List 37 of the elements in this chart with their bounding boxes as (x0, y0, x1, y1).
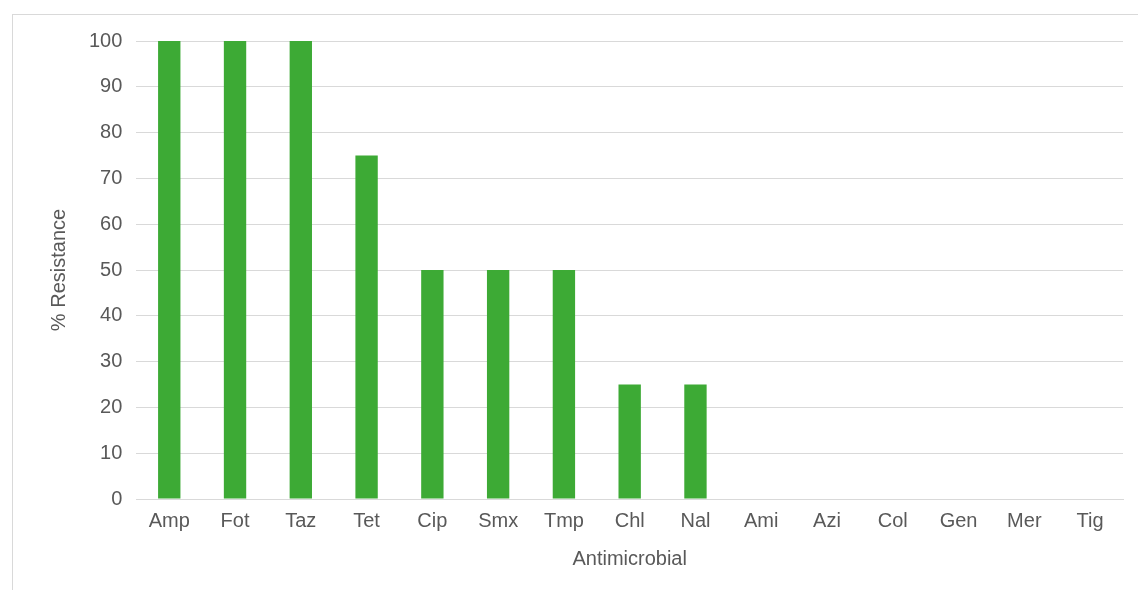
x-axis-title: Antimicrobial (572, 546, 687, 569)
bar (289, 41, 312, 499)
y-tick-label: 100 (88, 28, 123, 51)
x-tick-label: Col (877, 508, 908, 531)
x-tick-label: Amp (148, 508, 190, 531)
x-tick-label: Gen (939, 508, 978, 531)
x-tick-label: Smx (478, 508, 519, 531)
y-tick-label: 10 (100, 440, 123, 463)
y-tick-label: 50 (100, 257, 123, 280)
x-tick-label: Fot (220, 508, 250, 531)
x-tick-label: Chl (614, 508, 645, 531)
bar (552, 270, 576, 499)
x-tick-label: Taz (285, 508, 317, 531)
x-tick-label: Tig (1076, 508, 1104, 531)
bar (684, 384, 707, 499)
x-tick-label: Nal (680, 508, 711, 531)
x-tick-label: Ami (744, 508, 779, 531)
x-tick-label: Cip (417, 508, 448, 531)
x-tick-label: Mer (1007, 508, 1042, 531)
y-tick-label: 70 (100, 165, 123, 188)
x-tick-label: Tmp (543, 508, 584, 531)
bar (618, 384, 641, 499)
bar (223, 41, 247, 499)
y-tick-label: 60 (100, 211, 123, 234)
bar (486, 270, 510, 499)
x-tick-label: Tet (353, 508, 381, 531)
y-tick-label: 0 (111, 486, 123, 509)
y-tick-label: 30 (100, 349, 123, 372)
x-tick-label: Azi (813, 508, 841, 531)
bar (355, 155, 378, 499)
y-axis-title: % Resistance (46, 208, 69, 332)
bar (158, 41, 181, 499)
y-tick-label: 80 (100, 120, 123, 143)
y-tick-label: 20 (100, 394, 123, 417)
y-tick-label: 90 (100, 74, 123, 97)
bar (421, 270, 444, 499)
y-tick-label: 40 (100, 303, 123, 326)
